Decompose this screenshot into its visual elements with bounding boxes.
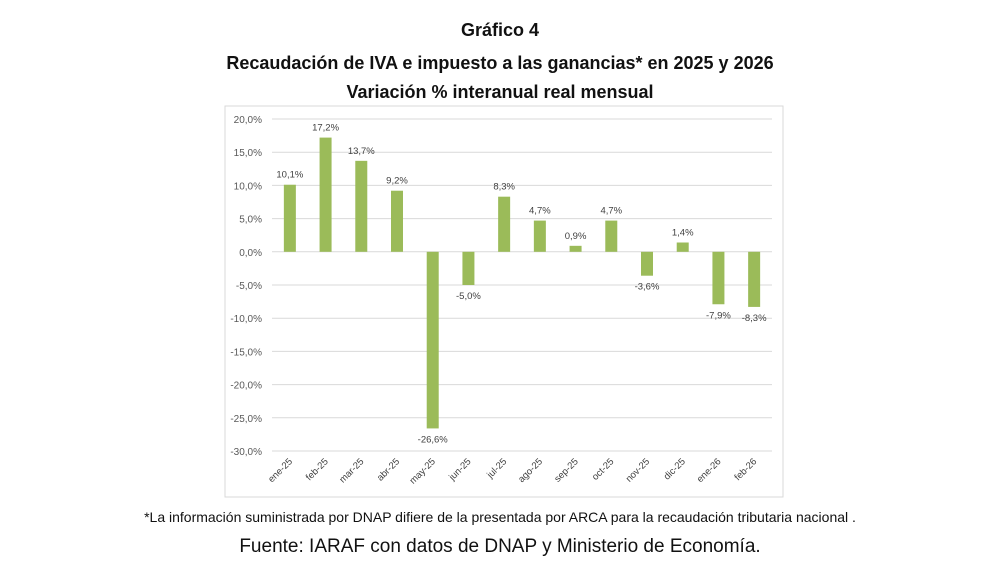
figure-label: Gráfico 4 [460,20,540,40]
data-label: -8,3% [742,313,767,324]
bar-jul-25 [498,196,511,252]
data-label: 10,1% [276,170,303,181]
y-tick-label: 0,0% [239,248,262,259]
source-note: Fuente: IARAF con datos de DNAP y Minist… [239,536,761,557]
data-label: -26,6% [418,434,449,445]
bar-ene-26 [712,251,725,305]
y-tick-label: 5,0% [239,215,262,226]
y-tick-label: -15,0% [230,347,262,358]
data-label: -7,9% [706,310,731,321]
bar-nov-25 [641,251,653,276]
data-label: 13,7% [348,146,375,157]
bar-may-25 [426,251,439,429]
bar-ene-25 [283,184,296,252]
y-tick-label: -25,0% [230,414,262,425]
chart-subtitle: Variación % interanual real mensual [346,82,654,102]
bar-feb-26 [748,251,761,307]
data-label: 8,3% [493,182,515,193]
y-tick-label: 15,0% [234,148,262,159]
bar-abr-25 [391,190,403,252]
y-tick-label: -10,0% [230,314,262,325]
chart-frame [224,105,784,498]
bar-ago-25 [533,220,546,252]
data-label: 1,4% [672,228,694,239]
bar-feb-25 [319,137,332,252]
bar-mar-25 [355,160,368,252]
y-tick-label: -20,0% [230,381,262,392]
y-tick-label: 10,0% [234,181,262,192]
bar-sep-25 [569,245,582,252]
data-label: -3,6% [635,282,660,293]
y-tick-label: 20,0% [234,115,262,126]
data-label: -5,0% [456,291,481,302]
data-label: 9,2% [386,176,408,187]
data-label: 4,7% [529,206,551,217]
bar-jun-25 [462,251,475,285]
y-tick-label: -5,0% [236,281,262,292]
bars [283,137,761,429]
bar-oct-25 [605,220,618,252]
bar-dic-25 [676,242,689,252]
y-tick-label: -30,0% [230,447,262,458]
data-label: 0,9% [565,231,587,242]
y-axis-ticks: 20,0% 15,0% 10,0% 5,0% 0,0% -5,0% -10,0% -15,0%… [230,115,262,458]
footnote: *La información suministrada por DNAP di… [144,509,856,525]
data-label: 17,2% [312,123,339,134]
data-label: 4,7% [600,206,622,217]
chart-title: Recaudación de IVA e impuesto a las gana… [226,53,774,73]
data-labels: 10,1% 17,2% 13,7% 9,2% -26,6% -5,0% 8,3% 4,7% 0,… [276,123,767,446]
